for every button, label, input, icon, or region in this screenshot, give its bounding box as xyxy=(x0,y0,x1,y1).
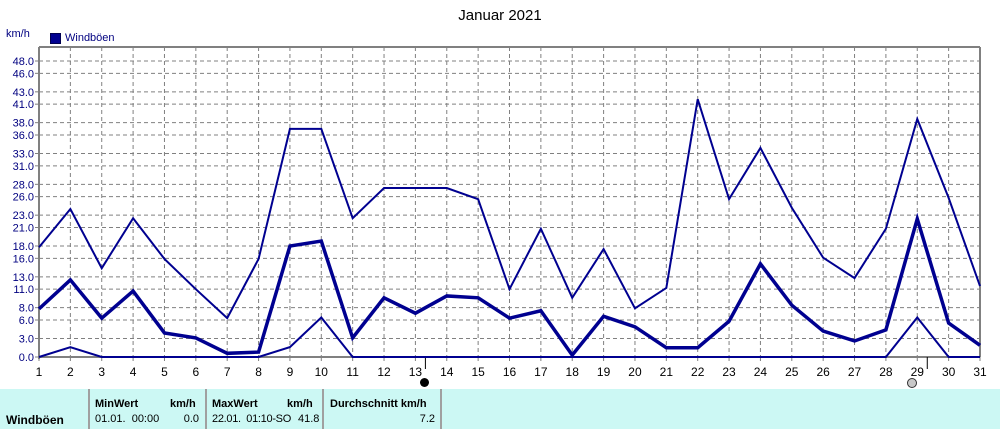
x-tick-label: 5 xyxy=(161,365,168,379)
x-tick-label: 2 xyxy=(67,365,74,379)
max-unit: km/h xyxy=(287,398,313,410)
y-axis-unit: km/h xyxy=(6,28,30,40)
y-tick-label: 26.0 xyxy=(13,192,34,204)
column-divider xyxy=(205,389,207,429)
x-tick-label: 10 xyxy=(315,365,329,379)
x-tick-label: 23 xyxy=(722,365,736,379)
x-tick-label: 14 xyxy=(440,365,454,379)
min-header: MinWert xyxy=(95,398,139,410)
x-tick-label: 22 xyxy=(691,365,705,379)
x-tick-label: 30 xyxy=(942,365,956,379)
x-tick-label: 26 xyxy=(816,365,830,379)
min-date: 01.01. 00:00 xyxy=(95,413,160,425)
max-date: 22.01. 01:10-SO xyxy=(212,413,291,425)
y-tick-label: 43.0 xyxy=(13,87,34,99)
x-tick-label: 4 xyxy=(130,365,137,379)
chart-title: Januar 2021 xyxy=(458,7,542,24)
y-tick-label: 11.0 xyxy=(13,284,34,296)
stats-table: Windböen MinWert km/h 01.01. 00:00 0.0 M… xyxy=(0,389,1000,429)
x-tick-label: 3 xyxy=(98,365,105,379)
y-tick-label: 31.0 xyxy=(13,161,34,173)
x-tick-label: 29 xyxy=(911,365,925,379)
series-line xyxy=(38,315,980,358)
min-unit: km/h xyxy=(170,398,196,410)
legend-swatch-icon xyxy=(50,32,61,44)
x-tick-label: 11 xyxy=(346,365,359,379)
y-tick-label: 23.0 xyxy=(13,210,34,222)
series-line xyxy=(37,212,982,359)
max-header: MaxWert xyxy=(212,398,258,410)
x-tick-label: 13 xyxy=(409,365,423,379)
column-divider xyxy=(88,389,90,429)
column-divider xyxy=(440,389,442,429)
x-tick-label: 25 xyxy=(785,365,799,379)
y-tick-label: 6.0 xyxy=(19,315,34,327)
y-tick-label: 41.0 xyxy=(13,99,34,111)
series-line xyxy=(38,98,981,320)
x-tick-label: 24 xyxy=(754,365,768,379)
max-value: 41.8 xyxy=(298,413,320,425)
y-tick-label: 16.0 xyxy=(13,253,34,265)
x-tick-label: 19 xyxy=(597,365,611,379)
y-tick-label: 46.0 xyxy=(13,68,34,80)
x-tick-label: 8 xyxy=(255,365,262,379)
y-tick-label: 33.0 xyxy=(13,149,34,161)
legend: Windböen xyxy=(50,32,115,44)
legend-label: Windböen xyxy=(65,32,115,44)
x-tick-label: 12 xyxy=(377,365,391,379)
y-tick-label: 18.0 xyxy=(13,241,34,253)
line-chart: 48.046.043.041.038.036.033.031.028.026.0… xyxy=(13,46,987,379)
y-tick-label: 0.0 xyxy=(19,352,34,364)
x-tick-label: 7 xyxy=(224,365,231,379)
column-divider xyxy=(322,389,324,429)
y-tick-label: 13.0 xyxy=(13,272,34,284)
x-tick-label: 1 xyxy=(36,365,43,379)
full-moon-icon xyxy=(907,378,917,388)
x-tick-label: 16 xyxy=(503,365,517,379)
y-tick-label: 36.0 xyxy=(13,130,34,142)
min-value: 0.0 xyxy=(183,413,199,425)
y-tick-label: 38.0 xyxy=(13,118,34,130)
x-tick-label: 18 xyxy=(566,365,580,379)
y-tick-label: 3.0 xyxy=(19,334,34,346)
x-tick-label: 17 xyxy=(534,365,548,379)
x-tick-label: 31 xyxy=(973,365,987,379)
avg-header: Durchschnitt km/h xyxy=(330,398,427,410)
x-tick-label: 27 xyxy=(848,365,862,379)
y-tick-label: 8.0 xyxy=(19,303,34,315)
x-tick-label: 9 xyxy=(287,365,294,379)
new-moon-icon xyxy=(420,378,429,387)
row-label: Windböen xyxy=(6,413,64,427)
y-tick-label: 28.0 xyxy=(13,179,34,191)
x-tick-label: 28 xyxy=(879,365,893,379)
x-tick-label: 21 xyxy=(660,365,674,379)
y-tick-label: 21.0 xyxy=(13,223,34,235)
x-tick-label: 6 xyxy=(192,365,199,379)
x-tick-label: 20 xyxy=(628,365,642,379)
y-tick-label: 48.0 xyxy=(13,56,34,68)
avg-value: 7.2 xyxy=(419,413,435,425)
x-tick-label: 15 xyxy=(471,365,485,379)
